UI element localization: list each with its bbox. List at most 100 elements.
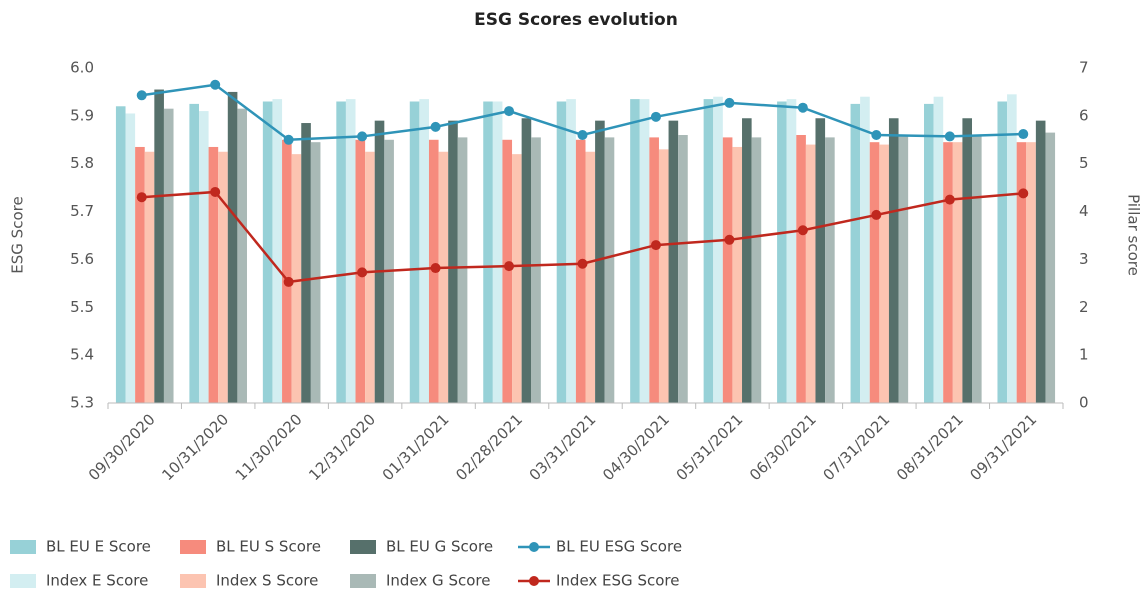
x-tick-label: 03/31/2021 xyxy=(526,410,600,484)
bar xyxy=(869,142,880,403)
bar xyxy=(457,137,468,403)
bar xyxy=(512,154,522,403)
legend-label: Index G Score xyxy=(386,572,490,590)
bar xyxy=(860,96,870,403)
bar xyxy=(483,101,493,403)
x-tick-label: 07/31/2021 xyxy=(819,410,893,484)
bar xyxy=(502,139,513,404)
y-tick-label: 5.5 xyxy=(70,298,94,316)
bar xyxy=(1045,132,1056,403)
y-axis-title: ESG Score xyxy=(9,196,27,273)
bar xyxy=(777,101,787,403)
y2-tick-label: 2 xyxy=(1079,298,1089,316)
bar xyxy=(310,142,321,403)
bar xyxy=(227,91,238,403)
line-point xyxy=(210,186,221,197)
legend-label: BL EU ESG Score xyxy=(556,538,682,556)
bar xyxy=(639,99,650,403)
bar xyxy=(786,99,797,403)
bar xyxy=(703,99,714,403)
bar xyxy=(154,89,164,404)
line-point xyxy=(944,131,955,142)
line-point xyxy=(210,79,221,90)
line-point xyxy=(357,131,368,142)
y2-tick-label: 6 xyxy=(1079,106,1089,124)
line-point xyxy=(724,97,735,108)
bar xyxy=(879,144,889,404)
bar xyxy=(952,142,963,403)
line-point xyxy=(577,258,588,269)
bar xyxy=(189,103,199,404)
bar xyxy=(722,137,733,403)
bar xyxy=(668,120,679,404)
bar xyxy=(1026,142,1036,403)
bar xyxy=(898,135,909,403)
legend-swatch xyxy=(180,574,206,588)
y2-axis-title: Pillar score xyxy=(1125,194,1143,276)
bar xyxy=(1007,94,1017,404)
y2-tick-label: 1 xyxy=(1079,346,1089,364)
line-point xyxy=(283,276,294,287)
bar xyxy=(163,108,174,403)
bar xyxy=(595,120,605,404)
bar xyxy=(438,151,449,403)
line-point xyxy=(944,194,955,205)
legend-marker xyxy=(529,542,539,552)
y-tick-label: 6.0 xyxy=(70,59,94,77)
bar xyxy=(531,137,541,403)
y-tick-label: 5.3 xyxy=(70,394,94,412)
line-point xyxy=(797,225,808,236)
bar xyxy=(1035,120,1046,404)
x-tick-label: 04/30/2021 xyxy=(599,410,673,484)
line-point xyxy=(430,121,441,132)
y-tick-label: 5.7 xyxy=(70,202,94,220)
x-tick-label: 05/31/2021 xyxy=(673,410,747,484)
y2-tick-label: 3 xyxy=(1079,250,1089,268)
x-tick-label: 11/30/2020 xyxy=(232,410,306,484)
line-point xyxy=(136,192,147,203)
y-tick-label: 5.8 xyxy=(70,154,94,172)
y-tick-label: 5.9 xyxy=(70,106,94,124)
line-point xyxy=(430,263,441,274)
bar xyxy=(924,103,934,404)
x-tick-label: 12/31/2020 xyxy=(305,410,379,484)
bar xyxy=(566,99,576,403)
y-tick-label: 5.4 xyxy=(70,346,94,364)
line-point xyxy=(797,102,808,113)
bar xyxy=(336,101,346,403)
legend-swatch xyxy=(10,574,36,588)
line-point xyxy=(136,90,147,101)
bar xyxy=(796,135,806,403)
bar xyxy=(492,101,503,403)
y2-tick-label: 0 xyxy=(1079,394,1089,412)
x-tick-label: 09/30/2020 xyxy=(85,410,159,484)
legend-label: Index S Score xyxy=(216,572,318,590)
bar xyxy=(1016,142,1027,403)
bar xyxy=(962,118,973,403)
legend-label: Index ESG Score xyxy=(556,572,679,590)
line-point xyxy=(650,240,661,251)
bar xyxy=(419,99,429,403)
bar xyxy=(345,99,356,403)
legend-swatch xyxy=(10,540,36,554)
bar xyxy=(678,135,688,403)
x-tick-label: 02/28/2021 xyxy=(452,410,526,484)
y2-tick-label: 7 xyxy=(1079,59,1089,77)
line-point xyxy=(504,261,515,272)
y2-tick-label: 5 xyxy=(1079,154,1089,172)
bar xyxy=(208,146,219,403)
line-point xyxy=(283,134,294,145)
bar xyxy=(125,113,136,403)
bar xyxy=(825,137,835,403)
bar xyxy=(409,101,420,403)
bar xyxy=(713,96,723,403)
bar xyxy=(732,146,743,403)
y-tick-label: 5.6 xyxy=(70,250,94,268)
bar xyxy=(742,118,752,403)
legend-marker xyxy=(529,576,539,586)
bar xyxy=(272,99,283,403)
line-point xyxy=(357,267,368,278)
bar xyxy=(972,135,982,403)
chart-title: ESG Scores evolution xyxy=(474,10,678,30)
